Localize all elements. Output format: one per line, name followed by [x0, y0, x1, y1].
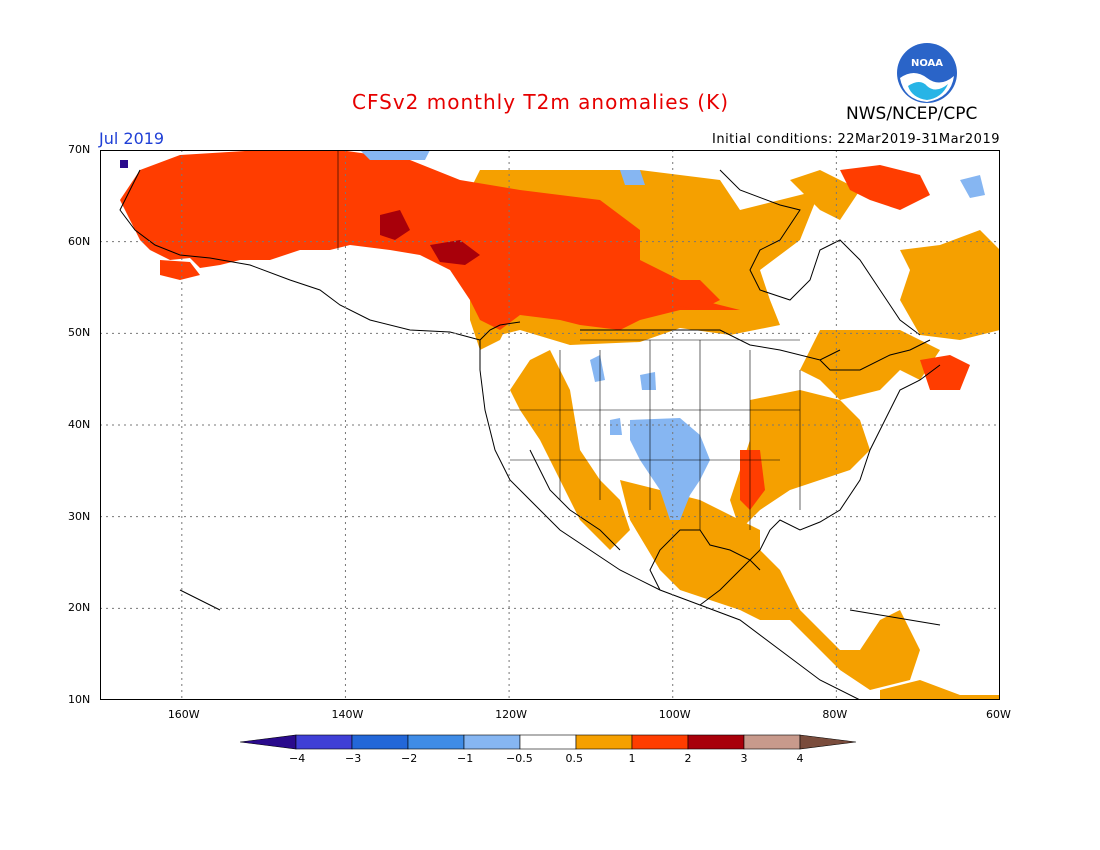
anomaly-field-2-3 — [380, 210, 480, 265]
noaa-logo-text: NOAA — [911, 58, 943, 69]
map-title: CFSv2 monthly T2m anomalies (K) — [352, 90, 729, 114]
lon-label: 60W — [986, 708, 1011, 721]
colorbar-min-arrow — [240, 734, 297, 750]
lat-label: 20N — [68, 601, 91, 615]
colorbar-tick-label: −2 — [401, 752, 418, 765]
anomaly-field-1-2 — [120, 150, 970, 510]
anomaly-field-neg3-neg4 — [120, 160, 128, 168]
colorbar-max-arrow — [799, 734, 857, 750]
lat-label: 10N — [68, 693, 91, 706]
lon-label: 80W — [822, 708, 848, 721]
colorbar-segment — [295, 734, 353, 750]
colorbar-segment — [463, 734, 521, 750]
state-borders — [337, 150, 801, 530]
colorbar-segment — [631, 734, 689, 750]
agency-label: NWS/NCEP/CPC — [846, 104, 978, 124]
coastlines — [119, 169, 941, 700]
colorbar-segment — [519, 734, 577, 750]
lon-label: 100W — [658, 708, 691, 721]
colorbar-tick-label: −0.5 — [506, 752, 533, 765]
anomaly-map — [100, 150, 1000, 700]
colorbar — [240, 734, 857, 750]
colorbar-segment — [351, 734, 409, 750]
colorbar-tick-label: −1 — [457, 752, 474, 765]
lon-label: 140W — [331, 708, 364, 721]
valid-month-label: Jul 2019 — [99, 129, 165, 148]
colorbar-segment — [687, 734, 745, 750]
colorbar-tick-label: 2 — [684, 752, 692, 765]
lat-label: 40N — [68, 418, 91, 431]
colorbar-tick-label: 3 — [740, 752, 748, 765]
noaa-logo: NOAA — [897, 43, 957, 103]
colorbar-tick-label: −4 — [289, 752, 306, 765]
colorbar-segment — [575, 734, 633, 750]
colorbar-segment — [407, 734, 465, 750]
colorbar-tick-label: 0.5 — [565, 752, 584, 765]
lat-label: 70N — [68, 143, 91, 156]
lon-label: 120W — [495, 708, 527, 721]
graticule — [100, 150, 1000, 700]
lat-label: 50N — [68, 326, 91, 340]
initial-conditions-label: Initial conditions: 22Mar2019-31Mar2019 — [712, 132, 1000, 147]
lat-label: 30N — [68, 509, 91, 523]
lon-label: 160W — [167, 708, 200, 721]
lat-label: 60N — [68, 234, 91, 248]
colorbar-tick-label: 4 — [796, 752, 804, 765]
colorbar-tick-label: −3 — [345, 752, 362, 765]
colorbar-segment — [743, 734, 801, 750]
colorbar-tick-label: 1 — [628, 752, 636, 765]
